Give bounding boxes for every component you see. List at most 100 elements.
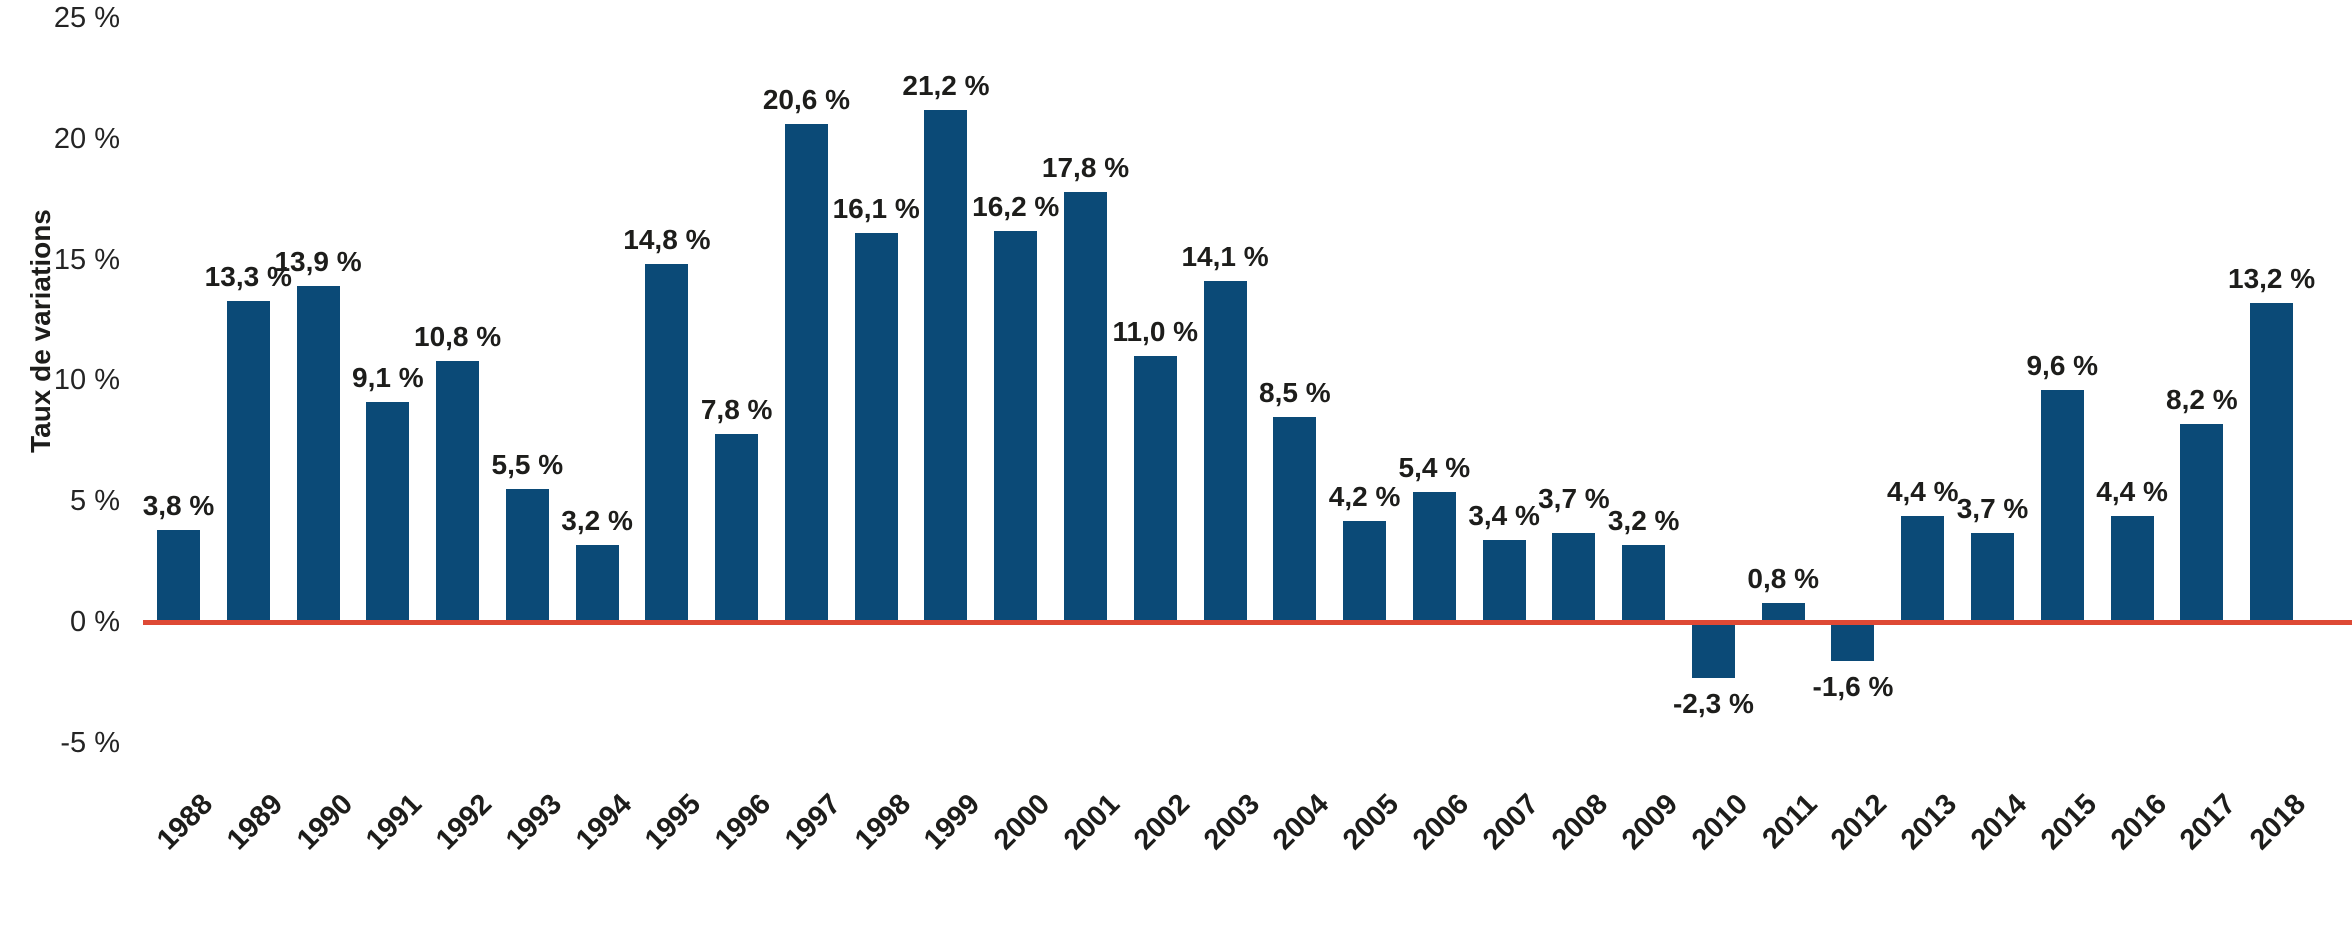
bar-2007 — [1482, 539, 1526, 622]
value-label-2003: 14,1 % — [1181, 241, 1269, 273]
bar-2016 — [2110, 515, 2154, 622]
value-label-1990: 13,9 % — [274, 246, 362, 278]
year-label-2001: 2001 — [1057, 788, 1127, 857]
value-label-1988: 3,8 % — [142, 490, 215, 522]
value-label-1994: 3,2 % — [561, 504, 633, 536]
bar-1991 — [366, 402, 410, 622]
year-label-2009: 2009 — [1616, 788, 1685, 857]
value-label-2017: 8,2 % — [2166, 383, 2238, 415]
y-tick-label-0: 0 % — [70, 606, 120, 638]
value-label-2000: 16,2 % — [972, 190, 1060, 222]
bar-1990 — [296, 286, 340, 622]
y-tick-label-20: 20 % — [53, 122, 120, 155]
year-label-1997: 1997 — [778, 788, 848, 857]
value-label-2011: 0,8 % — [1747, 562, 1820, 594]
bar-2004 — [1273, 416, 1317, 622]
value-label-1993: 5,5 % — [491, 449, 564, 481]
bar-2001 — [1064, 191, 1107, 622]
y-tick-label-15: 15 % — [53, 243, 120, 276]
value-label-2015: 9,6 % — [2026, 350, 2099, 382]
value-label-2012: -1,6 % — [1812, 670, 1894, 702]
value-label-1989: 13,3 % — [204, 260, 292, 292]
year-label-2016: 2016 — [2104, 788, 2173, 857]
value-label-2005: 4,2 % — [1328, 480, 1401, 512]
bar-2005 — [1343, 520, 1387, 622]
year-label-1996: 1996 — [709, 788, 778, 857]
bar-2003 — [1203, 281, 1247, 622]
year-label-2013: 2013 — [1895, 788, 1964, 857]
bar-2010 — [1691, 622, 1735, 678]
value-label-1992: 10,8 % — [413, 321, 502, 353]
bar-2008 — [1552, 532, 1596, 622]
value-label-2007: 3,4 % — [1468, 499, 1540, 531]
year-label-2017: 2017 — [2174, 788, 2243, 857]
value-label-2013: 4,4 % — [1886, 475, 1959, 507]
y-tick-label-25: 25 % — [53, 2, 120, 34]
bar-2013 — [1901, 515, 1945, 622]
value-label-2014: 3,7 % — [1956, 492, 2029, 524]
value-label-2018: 13,2 % — [2228, 263, 2316, 295]
bar-1996 — [715, 433, 759, 622]
value-label-1999: 21,2 % — [902, 69, 990, 101]
value-label-2002: 11,0 % — [1112, 316, 1199, 348]
bar-2006 — [1412, 491, 1456, 622]
year-label-1992: 1992 — [429, 788, 499, 857]
value-label-1995: 14,8 % — [623, 224, 711, 256]
year-label-2000: 2000 — [988, 788, 1057, 857]
year-label-2005: 2005 — [1336, 788, 1406, 857]
value-label-2008: 3,7 % — [1538, 482, 1610, 514]
year-label-2011: 2011 — [1756, 788, 1824, 856]
bar-1993 — [505, 489, 549, 622]
bar-1989 — [226, 300, 270, 622]
value-label-2006: 5,4 % — [1398, 451, 1471, 483]
year-label-1993: 1993 — [499, 788, 568, 857]
year-label-1989: 1989 — [220, 788, 289, 857]
value-label-1997: 20,6 % — [762, 84, 851, 116]
year-label-1990: 1990 — [290, 788, 359, 857]
year-label-2010: 2010 — [1685, 788, 1755, 857]
bar-1995 — [645, 264, 689, 622]
bar-2018 — [2250, 303, 2294, 622]
year-label-2004: 2004 — [1267, 788, 1336, 857]
year-label-1991: 1991 — [360, 788, 429, 857]
year-label-1998: 1998 — [848, 788, 917, 857]
value-label-1998: 16,1 % — [832, 193, 920, 225]
value-label-2016: 4,4 % — [2096, 475, 2168, 507]
bar-2002 — [1133, 356, 1177, 622]
bar-1994 — [575, 544, 619, 622]
bar-2014 — [1971, 532, 2015, 622]
year-label-2018: 2018 — [2243, 788, 2313, 857]
bar-2015 — [2040, 390, 2084, 622]
year-label-1995: 1995 — [639, 788, 708, 857]
y-tick-label-5: 5 % — [70, 485, 120, 518]
bar-2009 — [1622, 544, 1666, 622]
bar-1992 — [436, 361, 480, 622]
year-label-2006: 2006 — [1406, 788, 1476, 857]
value-label-2009: 3,2 % — [1607, 504, 1680, 536]
y-tick-label-10: 10 % — [53, 364, 120, 397]
bar-2012 — [1831, 622, 1875, 661]
bar-1988 — [157, 530, 200, 622]
year-label-1994: 1994 — [569, 788, 638, 857]
year-label-1999: 1999 — [918, 788, 987, 857]
year-label-2012: 2012 — [1825, 788, 1894, 857]
value-label-1991: 9,1 % — [351, 362, 424, 394]
bar-1997 — [784, 124, 828, 622]
value-label-1996: 7,8 % — [700, 393, 773, 425]
bar-2017 — [2180, 423, 2224, 622]
zero-baseline — [143, 620, 2352, 625]
y-tick-label--5: -5 % — [60, 726, 120, 759]
bar-2011 — [1761, 602, 1805, 622]
value-label-2010: -2,3 % — [1672, 687, 1754, 719]
year-label-2015: 2015 — [2034, 788, 2103, 857]
year-label-2007: 2007 — [1476, 788, 1545, 857]
bar-1999 — [924, 109, 968, 622]
year-label-1988: 1988 — [150, 788, 220, 857]
year-label-2008: 2008 — [1546, 788, 1615, 857]
value-label-2001: 17,8 % — [1041, 151, 1130, 183]
year-label-2014: 2014 — [1964, 788, 2034, 857]
bar-2000 — [994, 230, 1038, 622]
bar-1998 — [854, 233, 898, 622]
value-label-2004: 8,5 % — [1259, 376, 1331, 408]
